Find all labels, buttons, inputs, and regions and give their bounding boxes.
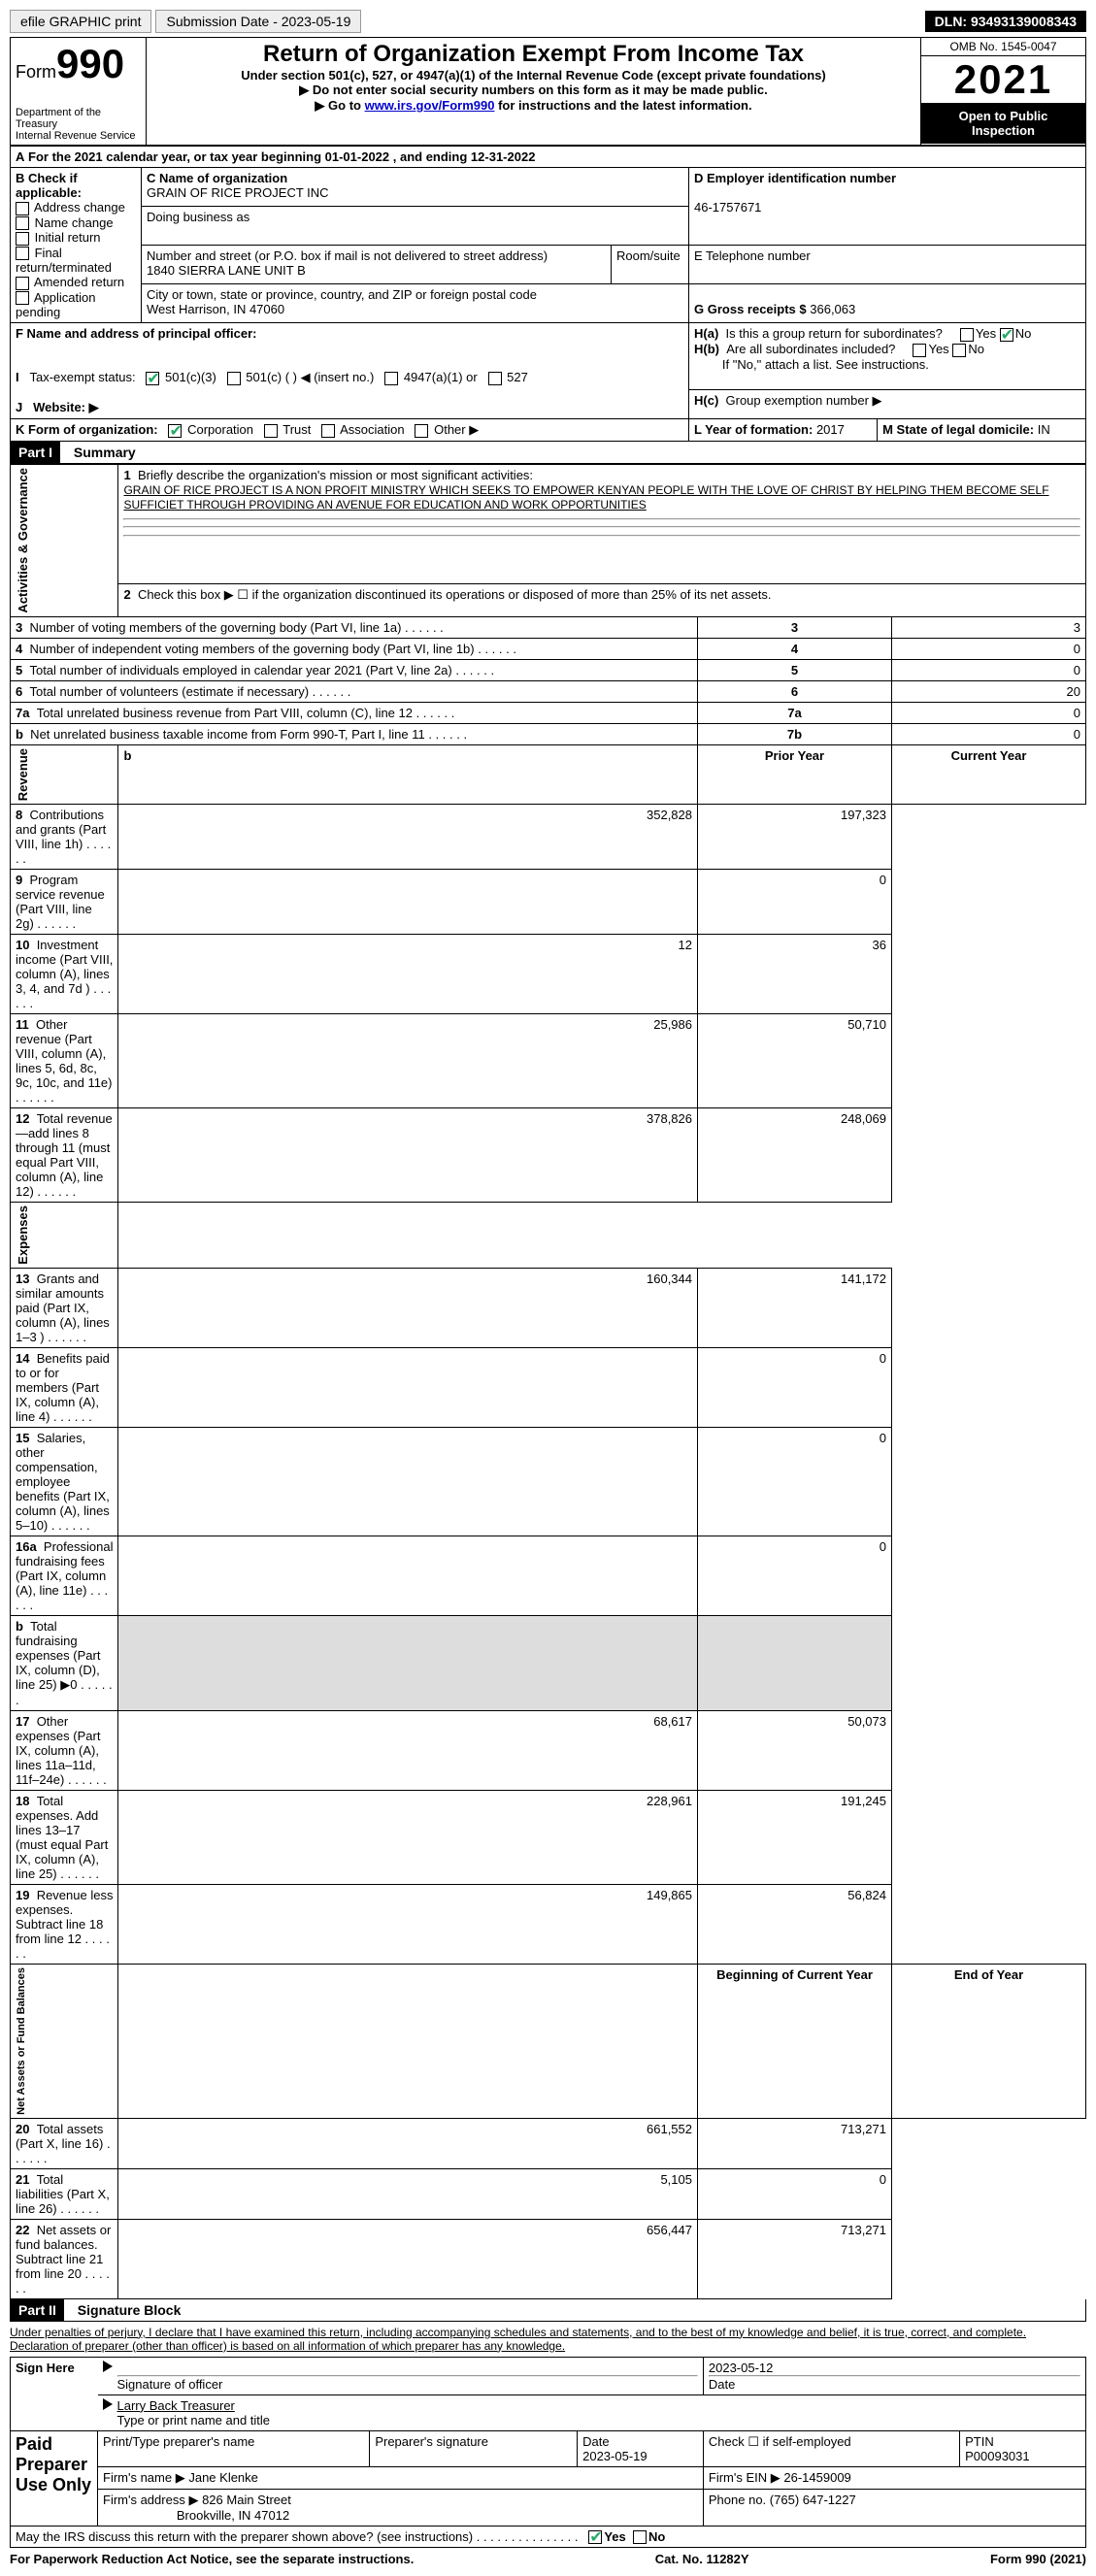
declaration: Under penalties of perjury, I declare th… xyxy=(10,2322,1086,2357)
rev-label: Revenue xyxy=(16,748,30,801)
prep-sig: Preparer's signature xyxy=(370,2430,578,2466)
current-year-hdr: Current Year xyxy=(892,744,1086,804)
pra-notice: For Paperwork Reduction Act Notice, see … xyxy=(10,2552,414,2566)
form-ref: Form 990 (2021) xyxy=(990,2552,1086,2566)
firm-ein: Firm's EIN ▶ 26-1459009 xyxy=(703,2466,1085,2489)
section-hc: H(c) Group exemption number ▶ xyxy=(689,390,1086,419)
subtitle-1: Under section 501(c), 527, or 4947(a)(1)… xyxy=(151,68,915,83)
eoy-hdr: End of Year xyxy=(892,1964,1086,2118)
efile-button[interactable]: efile GRAPHIC print xyxy=(10,10,151,33)
section-l: L Year of formation: 2017 xyxy=(689,419,878,442)
section-c-street: Number and street (or P.O. box if mail i… xyxy=(142,246,612,284)
section-k: K Form of organization: Corporation Trus… xyxy=(11,419,689,442)
gov-label: Activities & Governance xyxy=(16,468,30,613)
section-e: E Telephone number xyxy=(689,246,1086,284)
section-d: D Employer identification number46-17576… xyxy=(689,168,1086,246)
section-f: F Name and address of principal officer:… xyxy=(11,323,689,419)
line1: 1 Briefly describe the organization's mi… xyxy=(118,465,1086,584)
line2: 2 Check this box ▶ ☐ if the organization… xyxy=(118,584,1086,617)
part1-header: Part I Summary xyxy=(10,442,1086,464)
exp-label: Expenses xyxy=(16,1205,30,1265)
signature-table: Sign Here Signature of officer 2023-05-1… xyxy=(10,2357,1086,2549)
discuss-row: May the IRS discuss this return with the… xyxy=(11,2526,1086,2548)
cat-no: Cat. No. 11282Y xyxy=(655,2552,749,2566)
paid-preparer: Paid Preparer Use Only xyxy=(11,2430,98,2526)
section-m: M State of legal domicile: IN xyxy=(878,419,1086,442)
net-label: Net Assets or Fund Balances xyxy=(16,1967,27,2115)
dept-label: Department of the Treasury xyxy=(16,107,141,130)
sign-here: Sign Here xyxy=(11,2357,98,2430)
open-public: Open to Public Inspection xyxy=(921,103,1085,144)
submission-button[interactable]: Submission Date - 2023-05-19 xyxy=(155,10,361,33)
tax-year: 2021 xyxy=(921,56,1085,103)
irs-label: Internal Revenue Service xyxy=(16,130,141,142)
form-label: Form990 xyxy=(16,41,141,87)
boy-hdr: Beginning of Current Year xyxy=(698,1964,892,2118)
section-h: H(a) Is this a group return for subordin… xyxy=(689,323,1086,390)
prep-ptin: PTINP00093031 xyxy=(960,2430,1086,2466)
footer: For Paperwork Reduction Act Notice, see … xyxy=(10,2552,1086,2566)
toolbar: efile GRAPHIC print Submission Date - 20… xyxy=(10,10,1086,33)
prep-check: Check ☐ if self-employed xyxy=(703,2430,959,2466)
section-g: G Gross receipts $ 366,063 xyxy=(689,284,1086,323)
section-c-city: City or town, state or province, country… xyxy=(142,284,689,323)
header-table: Form990 Department of the Treasury Inter… xyxy=(10,37,1086,146)
prep-name: Print/Type preparer's name xyxy=(98,2430,370,2466)
firm-phone: Phone no. (765) 647-1227 xyxy=(703,2489,1085,2526)
firm-addr: Firm's address ▶ 826 Main Street Brookvi… xyxy=(98,2489,704,2526)
form-title: Return of Organization Exempt From Incom… xyxy=(151,41,915,68)
section-b: B Check if applicable: Address change Na… xyxy=(11,168,142,323)
part2-header: Part II Signature Block xyxy=(10,2299,1086,2322)
blank-b: b xyxy=(118,744,698,804)
subtitle-2: ▶ Do not enter social security numbers o… xyxy=(151,83,915,98)
summary-table: Activities & Governance 1 Briefly descri… xyxy=(10,464,1086,2298)
prior-year-hdr: Prior Year xyxy=(698,744,892,804)
line-a: A For the 2021 calendar year, or tax yea… xyxy=(11,147,1086,168)
omb-label: OMB No. 1545-0047 xyxy=(921,38,1085,56)
section-c-name: C Name of organizationGRAIN OF RICE PROJ… xyxy=(142,168,689,207)
firm-name: Firm's name ▶ Jane Klenke xyxy=(98,2466,704,2489)
irs-link[interactable]: www.irs.gov/Form990 xyxy=(365,98,495,113)
section-c-dba: Doing business as xyxy=(142,207,689,246)
room-suite: Room/suite xyxy=(612,246,689,284)
sig-date: 2023-05-12Date xyxy=(703,2357,1085,2394)
sig-officer-row: Signature of officer xyxy=(98,2357,704,2394)
subtitle-3: ▶ Go to www.irs.gov/Form990 for instruct… xyxy=(151,98,915,114)
sig-name-row: Larry Back Treasurer Type or print name … xyxy=(98,2394,1086,2430)
info-table: A For the 2021 calendar year, or tax yea… xyxy=(10,146,1086,442)
dln-label: DLN: 93493139008343 xyxy=(925,11,1086,32)
prep-date: Date2023-05-19 xyxy=(578,2430,704,2466)
